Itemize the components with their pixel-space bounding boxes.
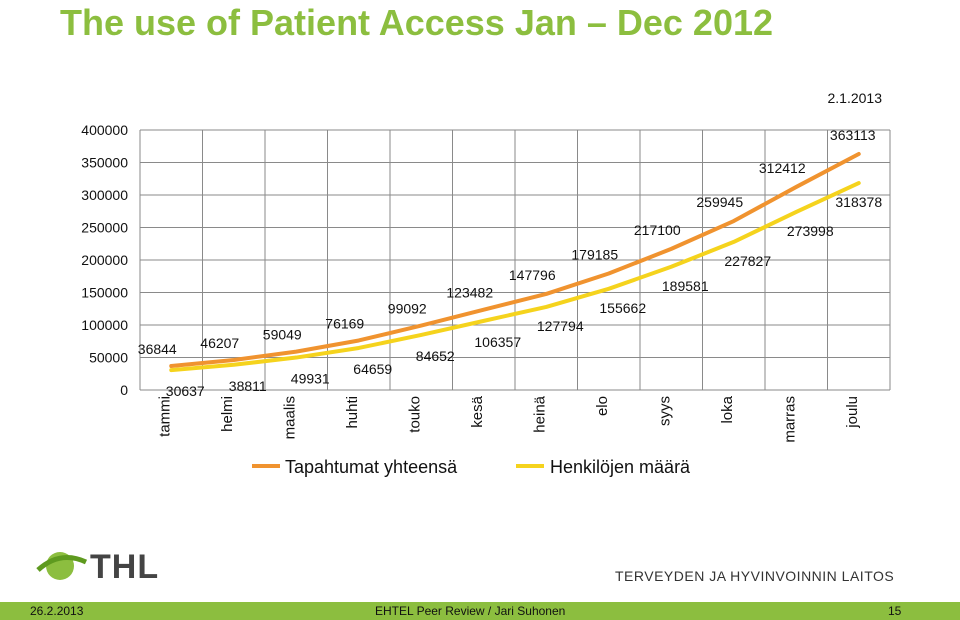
- x-tick-label: loka: [719, 395, 736, 423]
- brand-text: THL: [90, 548, 160, 586]
- data-label: 273998: [787, 223, 834, 239]
- legend-label-2: Henkilöjen määrä: [550, 457, 691, 477]
- data-label: 318378: [835, 194, 882, 210]
- y-tick-label: 300000: [81, 187, 128, 203]
- x-tick-label: marras: [781, 396, 798, 443]
- data-label: 76169: [325, 315, 364, 331]
- institute-name: TERVEYDEN JA HYVINVOINNIN LAITOS: [615, 568, 895, 584]
- y-tick-label: 150000: [81, 285, 128, 301]
- footer-center-text: EHTEL Peer Review / Jari Suhonen: [375, 604, 566, 618]
- data-label: 46207: [200, 335, 239, 351]
- page-number: 15: [888, 604, 902, 618]
- x-tick-label: helmi: [219, 396, 236, 432]
- x-tick-label: maalis: [281, 396, 298, 439]
- x-tick-label: joulu: [844, 396, 861, 429]
- data-label: 99092: [388, 301, 427, 317]
- y-tick-label: 0: [120, 382, 128, 398]
- slide-title: The use of Patient Access Jan – Dec 2012: [60, 2, 774, 43]
- y-tick-label: 100000: [81, 317, 128, 333]
- x-tick-label: tammi: [156, 396, 173, 437]
- data-label: 217100: [634, 222, 681, 238]
- thl-logo-icon: [36, 552, 88, 580]
- series-line-2: [169, 181, 861, 373]
- data-label: 189581: [662, 278, 709, 294]
- data-label: 363113: [830, 127, 876, 143]
- data-label: 38811: [229, 378, 267, 394]
- x-tick-label: heinä: [531, 395, 548, 432]
- data-label: 147796: [509, 267, 556, 283]
- y-tick-label: 400000: [81, 122, 128, 138]
- data-label: 179185: [571, 247, 618, 263]
- x-tick-label: kesä: [469, 395, 486, 427]
- y-tick-label: 200000: [81, 252, 128, 268]
- data-label: 30637: [166, 383, 205, 399]
- footer-bar: [0, 602, 960, 620]
- footer-date: 26.2.2013: [30, 604, 84, 618]
- data-label: 36844: [138, 341, 177, 357]
- data-label: 106357: [474, 334, 521, 350]
- data-label: 312412: [759, 160, 806, 176]
- date-stamp: 2.1.2013: [828, 90, 883, 106]
- y-tick-label: 250000: [81, 220, 128, 236]
- series-line-1: [169, 151, 861, 369]
- x-tick-label: elo: [594, 396, 611, 416]
- y-tick-label: 50000: [89, 350, 128, 366]
- x-tick-label: touko: [406, 396, 423, 433]
- legend-label-1: Tapahtumat yhteensä: [285, 457, 458, 477]
- x-tick-label: huhti: [344, 396, 361, 429]
- data-label: 227827: [724, 253, 771, 269]
- data-label: 49931: [291, 371, 330, 387]
- data-label: 259945: [696, 194, 743, 210]
- data-label: 59049: [263, 327, 302, 343]
- chart: 0 50000 100000 150000 200000 250000 300000 3500…: [81, 90, 891, 477]
- y-tick-label: 350000: [81, 155, 128, 171]
- data-label: 155662: [599, 300, 646, 316]
- x-tick-label: syys: [656, 396, 673, 426]
- data-label: 64659: [353, 361, 392, 377]
- data-label: 123482: [446, 285, 493, 301]
- data-label: 127794: [537, 318, 584, 334]
- data-label: 84652: [416, 348, 455, 364]
